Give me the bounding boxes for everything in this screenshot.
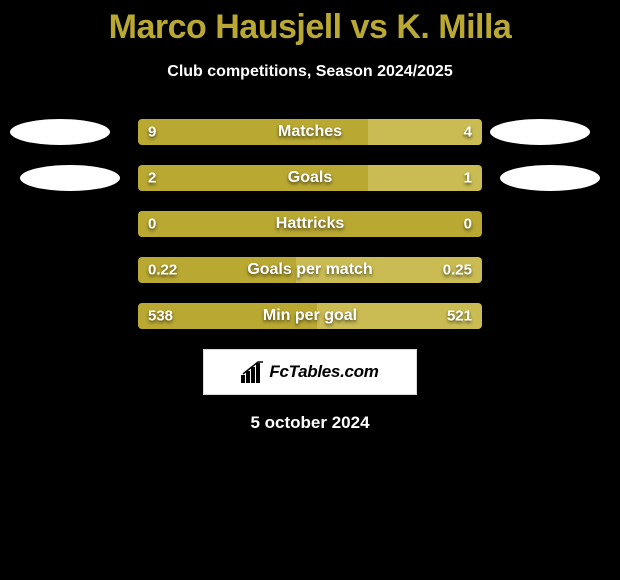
stat-value-left: 2 [148,170,156,187]
bars-icon [241,361,265,383]
stat-value-right: 0 [464,216,472,233]
stat-label: Min per goal [263,307,357,325]
stats-container: Matches 9 4 Goals 2 1 Hattricks 0 0 Goals per mat… [0,119,620,329]
brand-text: FcTables.com [269,362,378,382]
player-icon-right [500,165,600,191]
stat-label: Hattricks [276,215,344,233]
player-icon-left [10,119,110,145]
stat-value-right: 4 [464,124,472,141]
stat-value-right: 521 [447,308,472,325]
brand-logo: FcTables.com [241,361,378,383]
stat-row: Min per goal 538 521 [0,303,620,329]
stat-row: Goals per match 0.22 0.25 [0,257,620,283]
stat-row: Hattricks 0 0 [0,211,620,237]
stat-value-left: 0.22 [148,262,177,279]
stat-label: Matches [278,123,342,141]
brand-box: FcTables.com [203,349,417,395]
stat-value-left: 0 [148,216,156,233]
player-icon-right [490,119,590,145]
comparison-subtitle: Club competitions, Season 2024/2025 [0,63,620,81]
stat-row: Goals 2 1 [0,165,620,191]
stat-label: Goals [288,169,332,187]
comparison-date: 5 october 2024 [0,413,620,433]
stat-value-right: 1 [464,170,472,187]
stat-row: Matches 9 4 [0,119,620,145]
comparison-title: Marco Hausjell vs K. Milla [0,0,620,47]
stat-label: Goals per match [247,261,372,279]
stat-bar-left [138,165,368,191]
player-icon-left [20,165,120,191]
stat-value-left: 538 [148,308,173,325]
stat-value-right: 0.25 [443,262,472,279]
stat-value-left: 9 [148,124,156,141]
